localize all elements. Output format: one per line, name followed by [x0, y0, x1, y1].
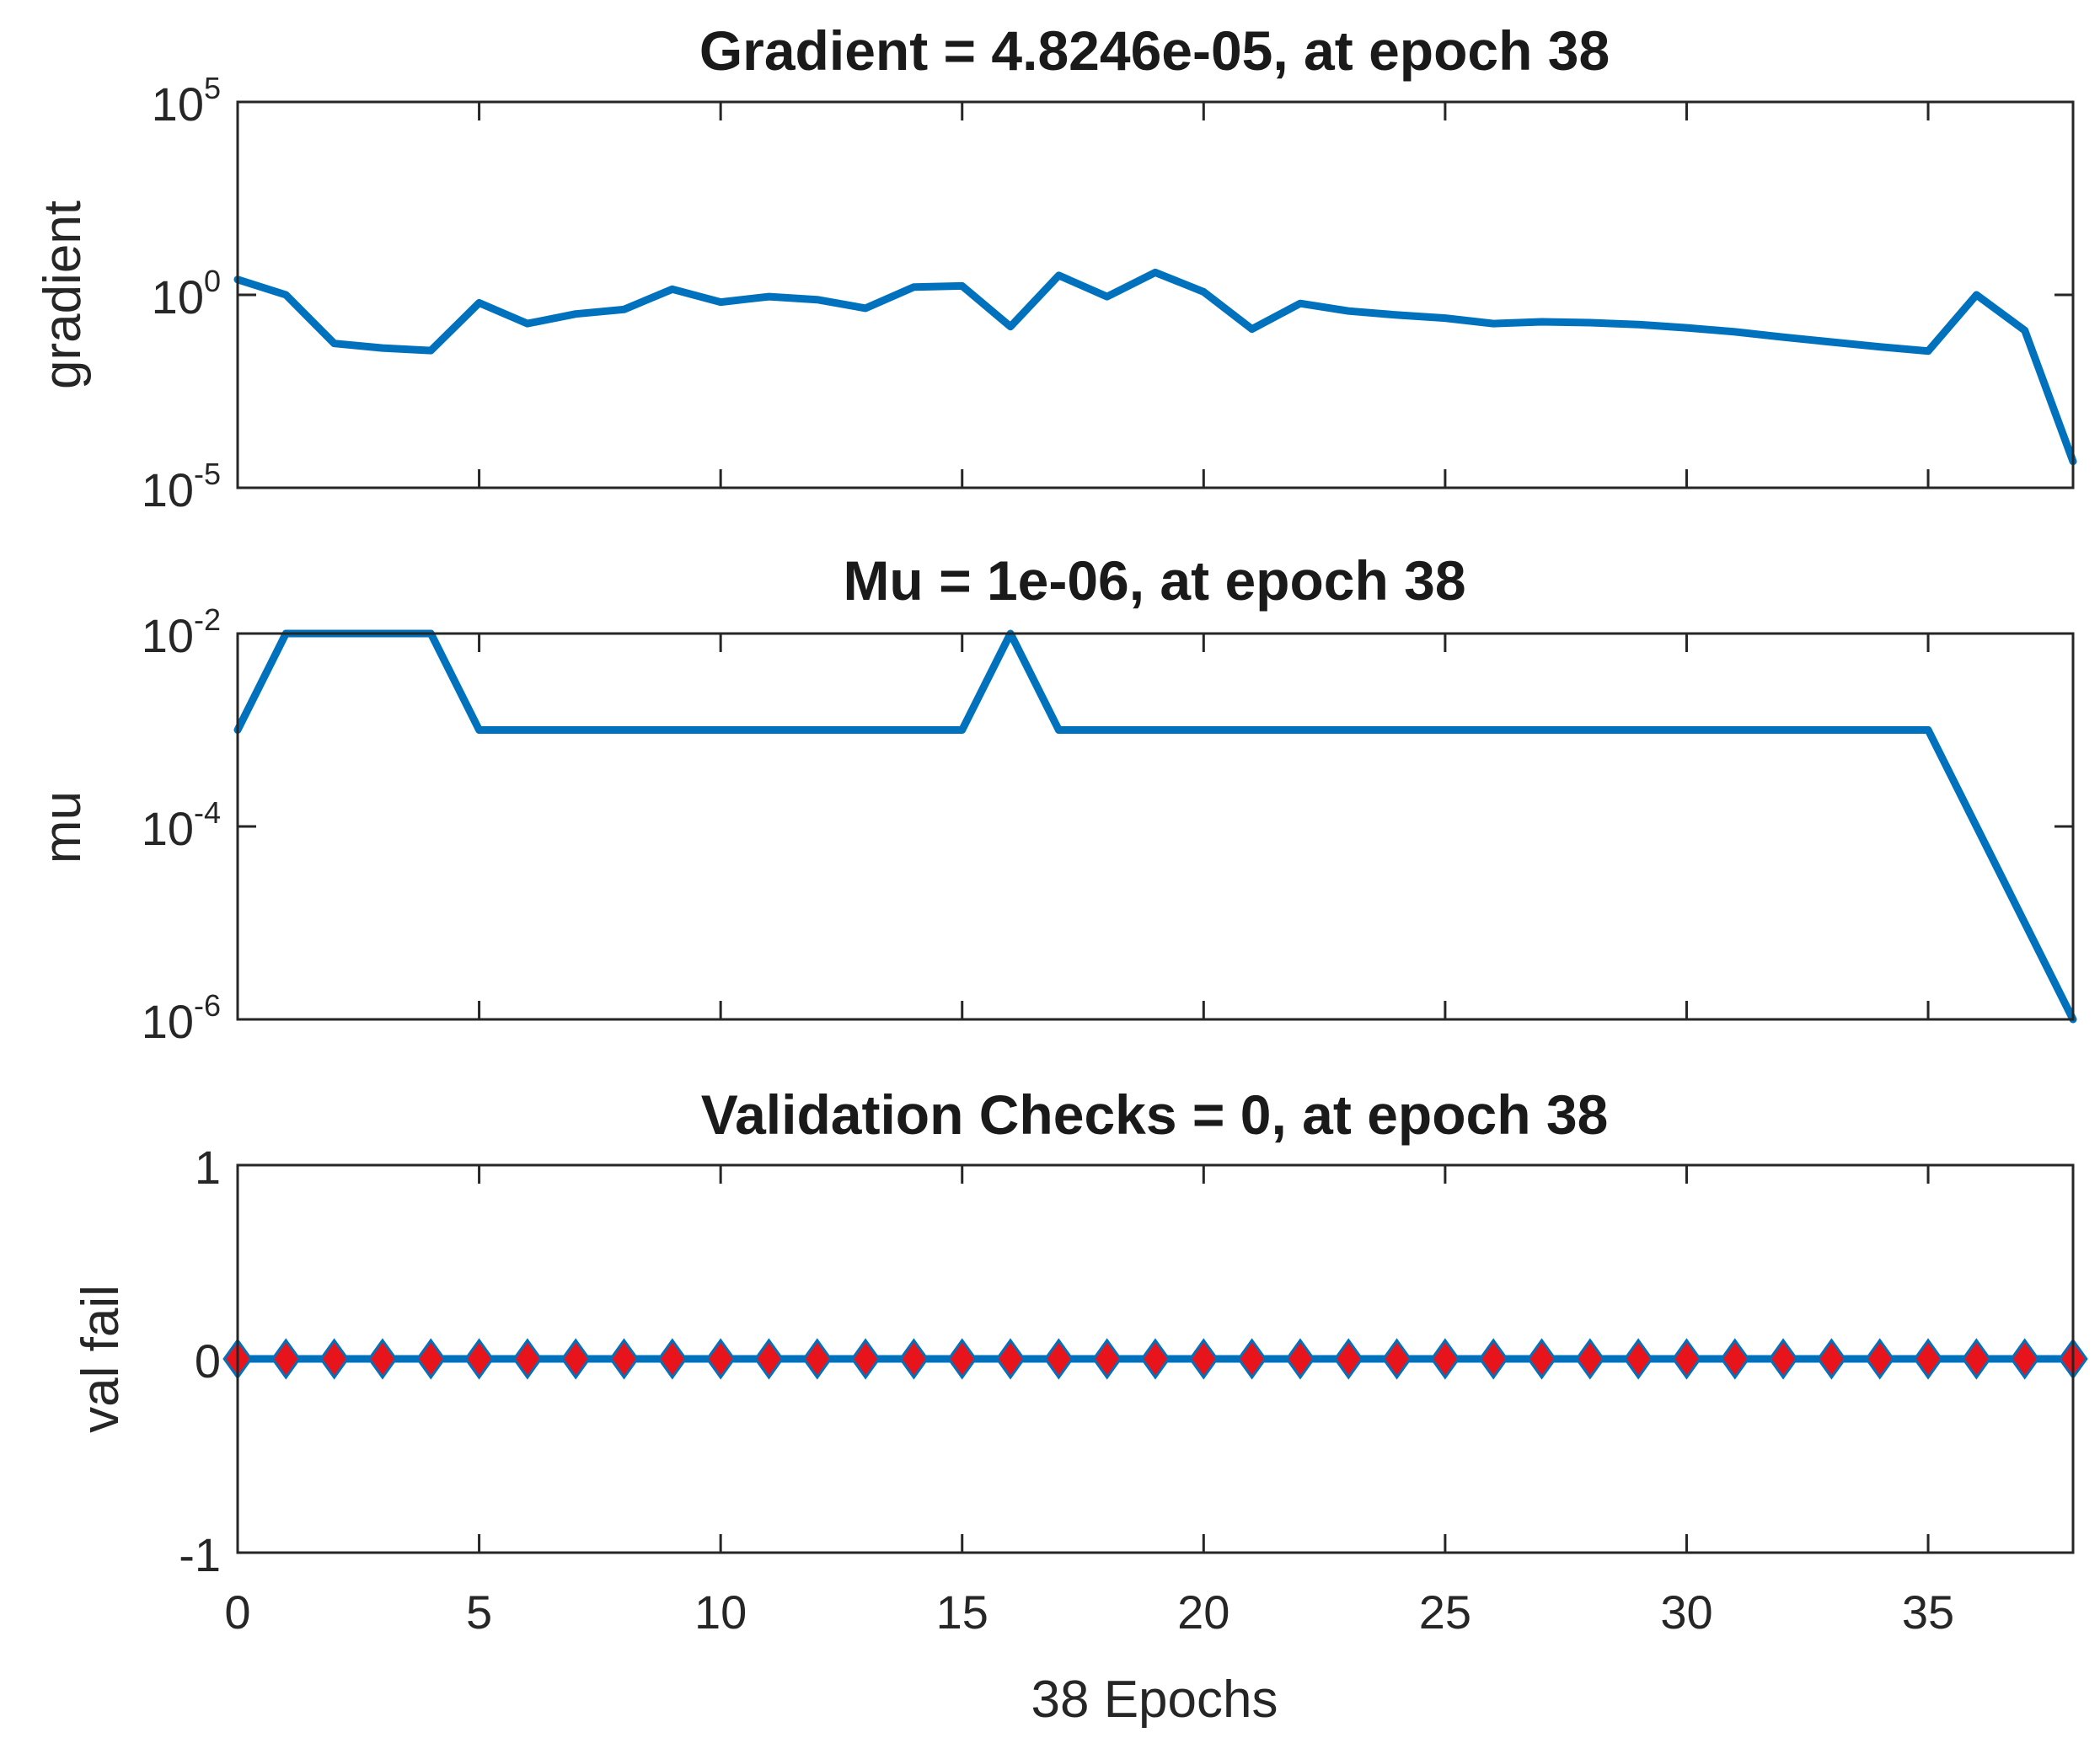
validation-ticks: 0 5 10 15 20 25 30 35-101 — [179, 1141, 2073, 1639]
mu-ticks: 10-610-410-2 — [142, 602, 2073, 1048]
val-fail-point — [657, 1338, 688, 1380]
gradient-panel: Gradient = 4.8246e-05, at epoch 38 gradi… — [34, 19, 2077, 516]
val-fail-point — [2009, 1338, 2040, 1380]
y-tick-label: 10-5 — [142, 457, 221, 516]
x-tick-label: 15 — [936, 1586, 988, 1639]
val-fail-point — [850, 1338, 881, 1380]
gradient-axes — [236, 100, 2075, 489]
val-fail-point — [995, 1338, 1026, 1380]
val-fail-point — [1720, 1338, 1750, 1380]
y-tick-base: 10 — [142, 463, 194, 516]
validation-panel: Validation Checks = 0, at epoch 38 val f… — [72, 1083, 2088, 1729]
val-fail-point — [1188, 1338, 1219, 1380]
mu-panel: Mu = 1e-06, at epoch 38 mu 10-610-410-2 — [34, 549, 2077, 1048]
val-fail-point — [367, 1338, 398, 1380]
y-tick-base: 10 — [152, 78, 204, 131]
validation-title: Validation Checks = 0, at epoch 38 — [701, 1083, 1609, 1146]
y-tick-label: -1 — [179, 1528, 221, 1581]
y-tick-base: 10 — [142, 609, 194, 662]
x-tick-label: 0 — [224, 1586, 250, 1639]
y-tick-exponent: -2 — [194, 602, 221, 637]
val-fail-point — [1236, 1338, 1267, 1380]
val-fail-point — [802, 1338, 833, 1380]
val-fail-point — [1526, 1338, 1557, 1380]
y-tick-exponent: 5 — [204, 71, 221, 105]
val-fail-point — [415, 1338, 446, 1380]
val-fail-point — [512, 1338, 543, 1380]
y-tick-base: 10 — [152, 270, 204, 324]
y-tick-exponent: 0 — [204, 264, 221, 298]
val-fail-point — [271, 1338, 302, 1380]
mu-ylabel: mu — [34, 791, 92, 864]
y-tick-label: 100 — [152, 264, 221, 324]
val-fail-point — [1961, 1338, 1992, 1380]
val-fail-point — [1430, 1338, 1460, 1380]
val-fail-point — [319, 1338, 350, 1380]
mu-series-line — [233, 629, 2077, 1024]
y-tick-label: 10-2 — [142, 602, 221, 662]
val-fail-point — [753, 1338, 785, 1380]
x-tick-label: 10 — [694, 1586, 747, 1639]
gradient-series-line — [233, 268, 2077, 466]
x-tick-label: 30 — [1660, 1586, 1712, 1639]
val-fail-point — [1333, 1338, 1363, 1380]
y-tick-label: 105 — [152, 71, 221, 131]
x-tick-label: 25 — [1419, 1586, 1471, 1639]
y-tick-label: 10-4 — [142, 795, 221, 855]
gradient-ylabel: gradient — [34, 201, 92, 389]
val-fail-point — [1043, 1338, 1074, 1380]
val-fail-point — [1913, 1338, 1943, 1380]
mu-title: Mu = 1e-06, at epoch 38 — [843, 549, 1465, 612]
val-fail-point — [947, 1338, 978, 1380]
val-fail-point — [1140, 1338, 1171, 1380]
val-fail-point — [1816, 1338, 1847, 1380]
y-tick-label: 1 — [195, 1141, 221, 1194]
x-tick-label: 5 — [466, 1586, 492, 1639]
val-fail-point — [608, 1338, 640, 1380]
val-fail-point — [560, 1338, 591, 1380]
val-fail-point — [705, 1338, 736, 1380]
y-tick-base: 10 — [142, 802, 194, 855]
gradient-title: Gradient = 4.8246e-05, at epoch 38 — [699, 19, 1610, 82]
val-fail-point — [1478, 1338, 1508, 1380]
val-fail-point — [1623, 1338, 1653, 1380]
y-tick-base: 10 — [142, 995, 194, 1048]
y-tick-label: 0 — [195, 1334, 221, 1388]
val-fail-point — [463, 1338, 495, 1380]
x-tick-label: 20 — [1177, 1586, 1229, 1639]
validation-markers — [222, 1338, 2088, 1380]
val-fail-point — [1671, 1338, 1702, 1380]
y-tick-exponent: -4 — [194, 795, 221, 830]
val-fail-point — [1575, 1338, 1605, 1380]
val-fail-point — [1865, 1338, 1895, 1380]
x-axis-label: 38 Epochs — [1031, 1671, 1278, 1729]
val-fail-point — [1285, 1338, 1315, 1380]
validation-ylabel: val fail — [72, 1285, 130, 1433]
validation-axes — [236, 1163, 2075, 1554]
val-fail-point — [898, 1338, 929, 1380]
y-tick-exponent: -5 — [194, 457, 221, 491]
y-tick-label: 10-6 — [142, 988, 221, 1048]
y-tick-exponent: -6 — [194, 988, 221, 1023]
val-fail-point — [1768, 1338, 1798, 1380]
mu-axes — [236, 632, 2075, 1021]
x-tick-label: 35 — [1902, 1586, 1954, 1639]
val-fail-point — [1381, 1338, 1412, 1380]
val-fail-point — [1091, 1338, 1122, 1380]
